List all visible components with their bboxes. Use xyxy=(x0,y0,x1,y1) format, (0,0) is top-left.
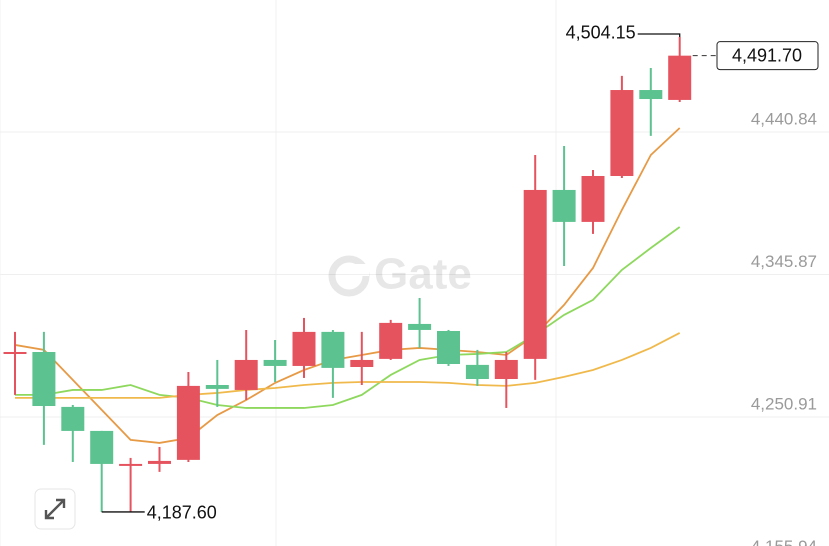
y-tick-label: 4,440.84 xyxy=(751,109,817,128)
low-label: 4,187.60 xyxy=(147,503,217,523)
candle-body xyxy=(61,406,85,431)
watermark-logo xyxy=(349,264,369,276)
high-label: 4,504.15 xyxy=(566,23,636,43)
expand-icon[interactable] xyxy=(44,498,66,520)
candle-body xyxy=(350,359,374,368)
candle-body xyxy=(465,364,489,380)
candle-body xyxy=(119,463,143,466)
candle-body xyxy=(379,322,403,359)
candle-body xyxy=(3,351,27,354)
candle-body xyxy=(176,385,200,460)
candle-body xyxy=(408,323,432,330)
y-tick-label: 4,345.87 xyxy=(751,252,817,271)
y-tick-label: 4,155.94 xyxy=(751,537,817,546)
candle-body xyxy=(610,90,634,176)
watermark: Gate xyxy=(328,250,472,299)
watermark-text: Gate xyxy=(374,250,472,299)
high-leader xyxy=(637,33,681,37)
candle-body xyxy=(263,359,287,366)
ma-line xyxy=(15,226,681,409)
candle-body xyxy=(494,359,518,380)
candle-body xyxy=(437,330,460,364)
candle-body xyxy=(552,189,576,222)
candle-body xyxy=(523,189,547,359)
candle-body xyxy=(234,359,258,390)
last-price-box xyxy=(716,41,819,71)
candle-body xyxy=(90,430,114,464)
last-price-label: 4,491.70 xyxy=(732,45,802,65)
candle-body xyxy=(292,331,316,366)
candle-body xyxy=(32,351,56,407)
candle-body xyxy=(639,90,663,100)
candle-body xyxy=(668,55,692,100)
candle-body xyxy=(581,175,605,222)
ma-line xyxy=(14,127,681,444)
ma-line xyxy=(15,332,681,399)
expand-button[interactable] xyxy=(34,488,76,530)
y-tick-label: 4,250.91 xyxy=(751,394,817,413)
candle-body xyxy=(148,460,171,464)
candle-body xyxy=(321,331,345,368)
watermark-logo xyxy=(328,255,370,297)
candle-body xyxy=(205,385,229,389)
